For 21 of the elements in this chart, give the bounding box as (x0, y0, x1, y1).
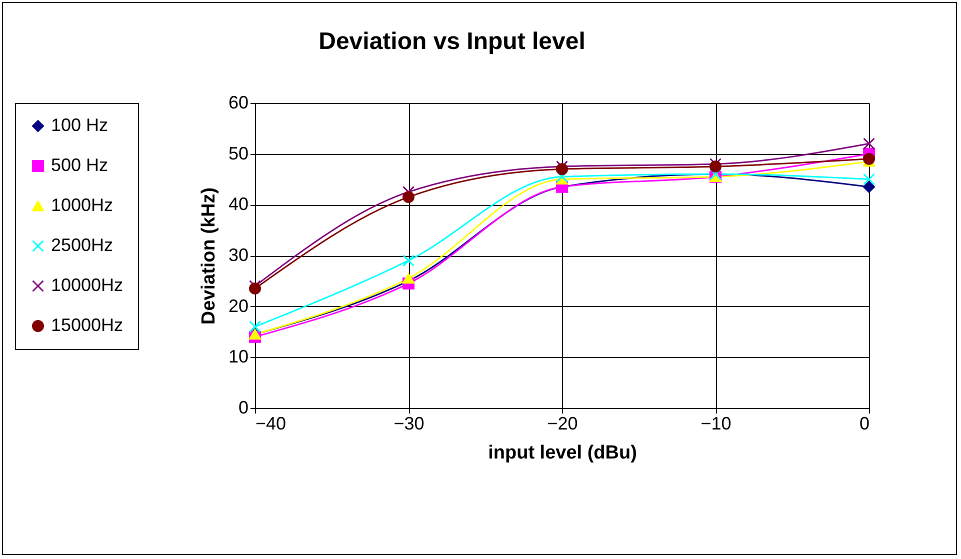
x-tick-label: 0 (859, 414, 870, 434)
y-tick-label: 40 (228, 194, 248, 214)
legend-label: 500 Hz (51, 155, 108, 175)
legend-label: 100 Hz (51, 115, 108, 135)
y-tick-label: 20 (228, 296, 248, 316)
x-tick-label: −40 (256, 414, 286, 434)
y-tick-label: 0 (238, 398, 248, 418)
x-tick-label: −10 (700, 414, 732, 434)
y-axis-title: Deviation (kHz) (198, 187, 220, 325)
legend-label: 2500Hz (51, 235, 114, 255)
legend-label: 10000Hz (51, 275, 124, 295)
y-tick-label: 50 (228, 143, 248, 164)
x-tick-label: −20 (547, 414, 578, 434)
legend-label: 15000Hz (51, 315, 124, 335)
x-axis-title: input level (dBu) (488, 442, 637, 464)
legend-label: 1000Hz (51, 195, 114, 215)
x-tick-label: −30 (394, 414, 424, 434)
y-tick-label: 30 (228, 245, 248, 265)
y-tick-label: 60 (228, 92, 248, 112)
chart-title: Deviation vs Input level (318, 28, 586, 55)
y-tick-label: 10 (228, 346, 248, 367)
